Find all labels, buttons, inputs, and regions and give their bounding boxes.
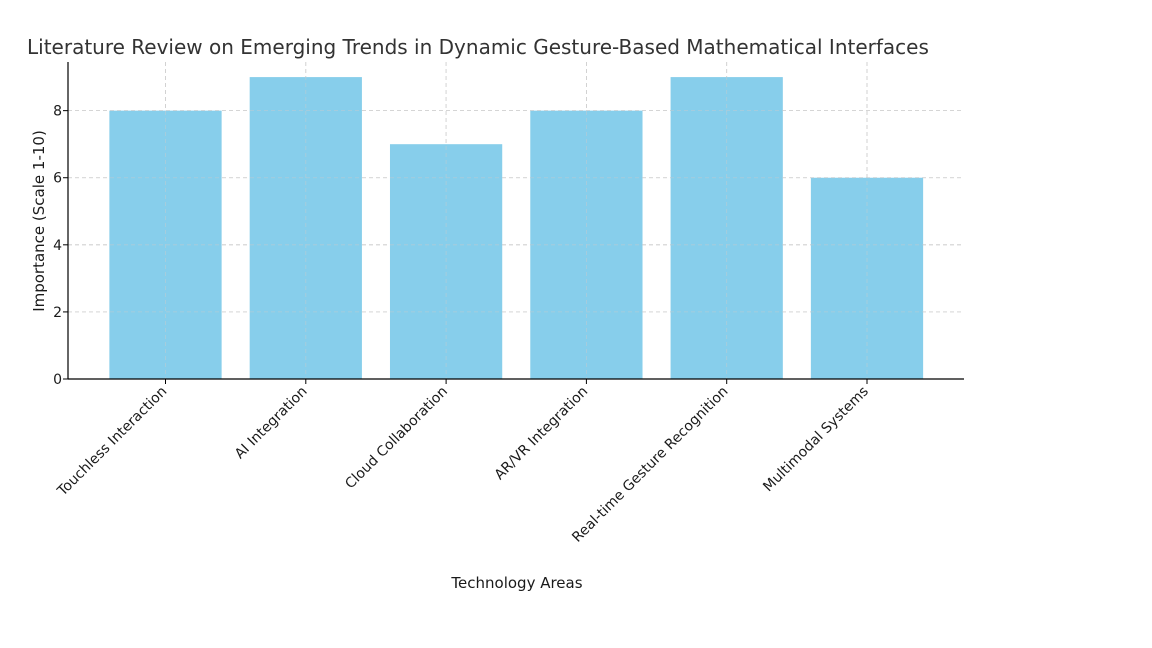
axes <box>63 62 964 384</box>
y-tick-label: 0 <box>53 372 62 388</box>
x-axis-label: Technology Areas <box>450 574 582 592</box>
x-tick-labels: Touchless Interaction AI Integration Cloud… <box>54 384 872 546</box>
x-tick-label: AR/VR Integration <box>492 384 592 484</box>
y-tick-label: 8 <box>53 104 62 120</box>
x-tick-label: Real-time Gesture Recognition <box>569 384 731 546</box>
y-tick-label: 2 <box>53 305 62 321</box>
bar <box>249 77 362 379</box>
bars <box>109 77 924 380</box>
y-tick-label: 6 <box>53 171 62 187</box>
x-tick-label: AI Integration <box>232 384 311 463</box>
y-tick-label: 4 <box>53 238 62 254</box>
y-tick-labels: 0 2 4 6 8 <box>53 104 62 388</box>
chart-title: Literature Review on Emerging Trends in … <box>27 35 929 59</box>
x-tick-label: Touchless Interaction <box>54 384 170 500</box>
x-tick-label: Multimodal Systems <box>760 384 872 496</box>
x-tick-label: Cloud Collaboration <box>342 384 451 493</box>
bar <box>670 77 783 379</box>
y-axis-label: Importance (Scale 1-10) <box>30 130 48 312</box>
bar <box>810 177 924 379</box>
